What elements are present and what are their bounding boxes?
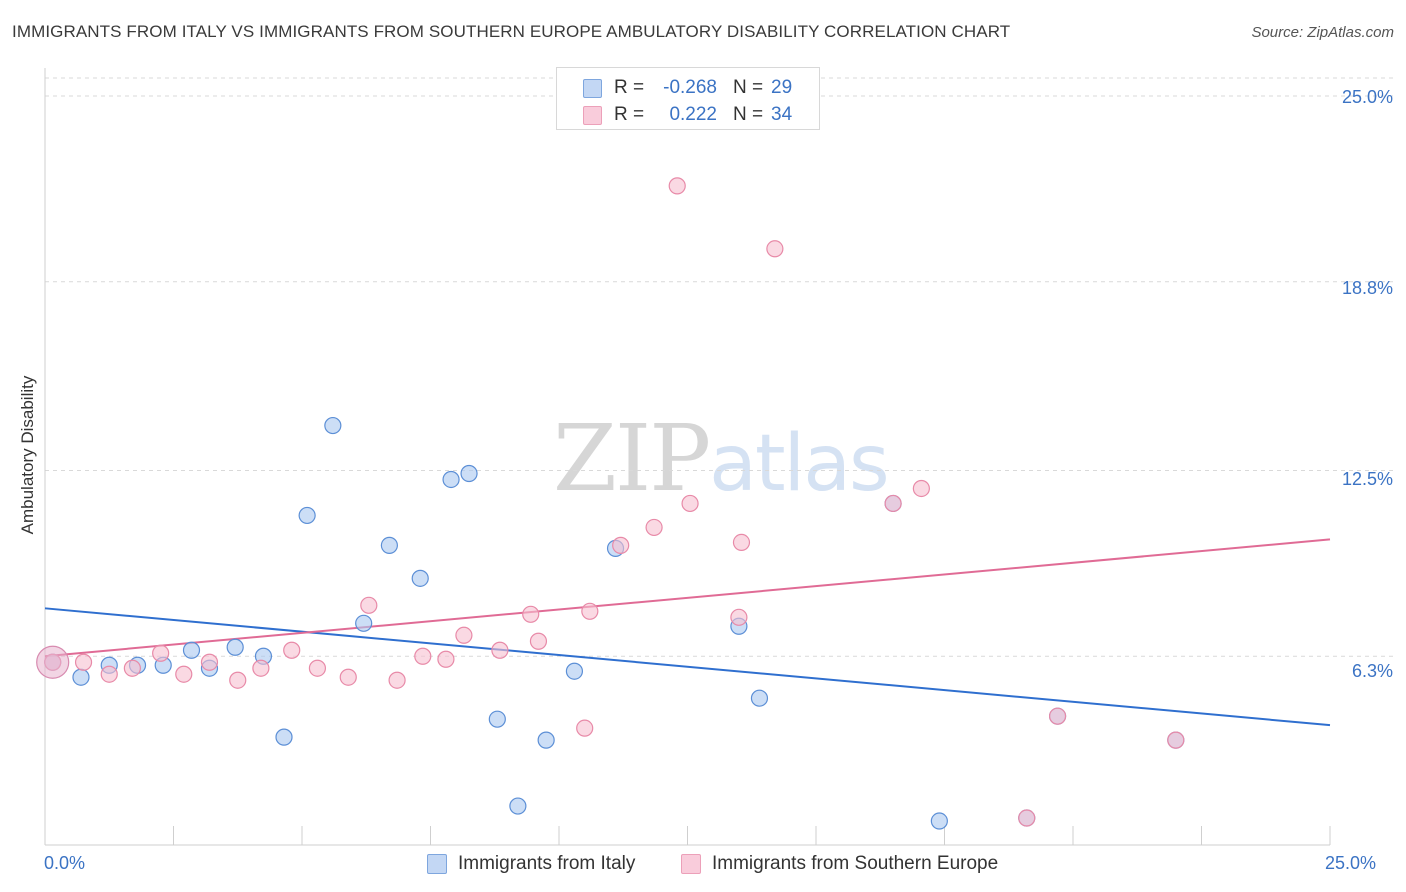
italy-point	[72, 668, 90, 686]
southern-europe-point	[455, 626, 473, 644]
y-tick-label: 6.3%	[1351, 661, 1393, 681]
southern-europe-point	[681, 494, 699, 513]
y-tick-label: 18.8%	[1341, 278, 1393, 298]
southern-europe-point	[308, 659, 327, 677]
southern-europe-point	[522, 605, 540, 623]
italy-point	[488, 710, 506, 728]
southern-europe-swatch	[583, 106, 602, 125]
n-label: N =	[733, 77, 764, 98]
data-points	[36, 177, 1185, 830]
italy-point	[537, 731, 555, 749]
stats-row-southern-europe: R = 0.222 N = 34	[557, 102, 819, 128]
southern-europe-point	[339, 668, 357, 686]
southern-europe-point	[414, 647, 432, 665]
southern-europe-point	[529, 632, 548, 650]
n-label: N =	[733, 104, 764, 125]
n-value: 34	[771, 104, 793, 125]
series-legend: Immigrants from Italy Immigrants from So…	[0, 852, 1406, 878]
stats-row-italy: R = -0.268 N = 29	[557, 75, 819, 101]
x-tick-label: 25.0%	[1325, 853, 1377, 873]
italy-swatch	[583, 79, 602, 98]
y-tick-label: 25.0%	[1341, 87, 1393, 107]
southern-europe-point	[152, 644, 170, 662]
southern-europe-point	[74, 653, 93, 671]
r-value: 0.222	[669, 104, 717, 125]
r-label: R =	[614, 104, 645, 125]
southern-europe-point	[283, 641, 301, 659]
southern-europe-point	[123, 659, 141, 677]
italy-point	[355, 614, 373, 632]
italy-point	[226, 638, 244, 656]
legend-label: Immigrants from Italy	[458, 853, 636, 874]
italy-point	[930, 812, 948, 830]
southern-europe-point	[252, 659, 270, 677]
italy-point	[411, 569, 429, 587]
y-axis-label: Ambulatory Disability	[18, 375, 37, 535]
italy-point	[275, 728, 293, 746]
southern-europe-point	[668, 177, 686, 195]
southern-europe-point	[360, 596, 378, 614]
southern-europe-point	[100, 665, 118, 683]
italy-trend-line	[44, 607, 1331, 727]
southern-europe-point	[491, 641, 509, 659]
trend-lines	[44, 538, 1331, 727]
southern-europe-point	[229, 671, 247, 689]
southern-europe-point	[912, 479, 930, 498]
italy-point	[298, 506, 316, 525]
southern-europe-point	[437, 650, 455, 668]
southern-europe-swatch	[681, 854, 701, 874]
italy-point	[565, 662, 584, 680]
y-tick-label: 12.5%	[1341, 469, 1393, 489]
southern-europe-point	[175, 665, 193, 683]
southern-europe-point	[884, 494, 902, 513]
italy-point	[750, 689, 769, 707]
source-label: Source: ZipAtlas.com	[1251, 24, 1394, 41]
r-value: -0.268	[663, 77, 717, 98]
southern-europe-point	[1167, 731, 1185, 749]
southern-europe-point	[732, 533, 751, 551]
gridlines	[45, 77, 1395, 657]
southern-europe-point	[200, 653, 219, 671]
southern-europe-point	[1048, 707, 1067, 725]
chart-title: IMMIGRANTS FROM ITALY VS IMMIGRANTS FROM…	[12, 22, 1011, 41]
cluster-point	[36, 645, 70, 679]
southern-europe-point	[388, 671, 406, 689]
southern-europe-point	[730, 608, 748, 626]
italy-point	[442, 470, 460, 489]
southern-europe-point	[581, 602, 599, 620]
n-value: 29	[771, 77, 793, 98]
r-label: R =	[614, 77, 645, 98]
southern-europe-point	[766, 240, 784, 258]
southern-europe-point	[612, 536, 630, 554]
italy-point	[380, 536, 398, 554]
watermark-zip: ZIP	[553, 405, 711, 512]
southern-europe-point	[576, 719, 594, 737]
watermark: ZIPatlas	[553, 405, 890, 512]
italy-point	[460, 464, 478, 483]
watermark-atlas: atlas	[709, 419, 889, 509]
axes	[44, 68, 1331, 846]
legend-label: Immigrants from Southern Europe	[712, 853, 999, 874]
stats-legend: R = -0.268 N = 29 R = 0.222 N = 34	[556, 67, 820, 130]
italy-swatch	[427, 854, 447, 874]
italy-point	[324, 416, 342, 435]
southern-europe-point	[1018, 809, 1036, 827]
southern-europe-point	[645, 518, 663, 537]
x-tick-label: 0.0%	[44, 853, 86, 873]
italy-point	[509, 797, 527, 815]
southern-europe-trend-line	[44, 538, 1331, 658]
italy-point	[182, 641, 201, 659]
